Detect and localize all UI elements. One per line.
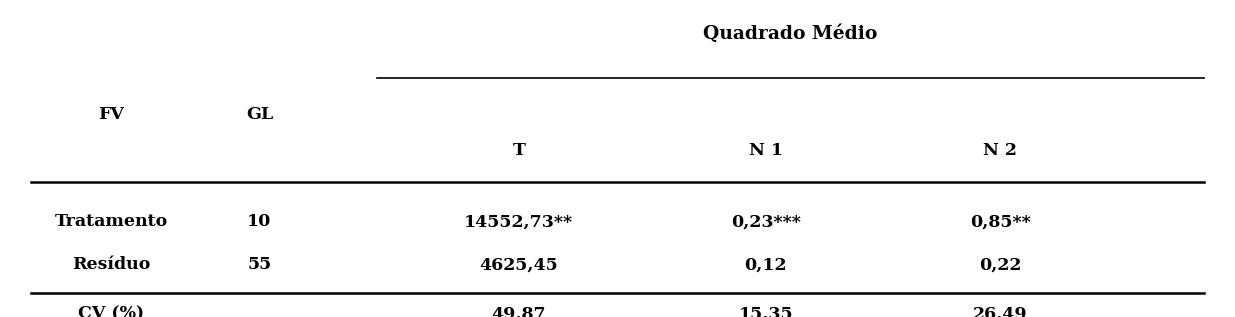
Text: Quadrado Médio: Quadrado Médio xyxy=(703,24,878,42)
Text: N 1: N 1 xyxy=(748,142,783,159)
Text: 55: 55 xyxy=(247,256,272,273)
Text: 10: 10 xyxy=(247,213,272,230)
Text: GL: GL xyxy=(246,106,273,123)
Text: 0,22: 0,22 xyxy=(979,256,1021,273)
Text: 14552,73**: 14552,73** xyxy=(464,213,573,230)
Text: 4625,45: 4625,45 xyxy=(479,256,558,273)
Text: 0,12: 0,12 xyxy=(745,256,787,273)
Text: 0,85**: 0,85** xyxy=(969,213,1031,230)
Text: FV: FV xyxy=(99,106,124,123)
Text: N 2: N 2 xyxy=(983,142,1018,159)
Text: 26,49: 26,49 xyxy=(973,305,1028,317)
Text: 0,23***: 0,23*** xyxy=(731,213,800,230)
Text: T: T xyxy=(513,142,525,159)
Text: Tratamento: Tratamento xyxy=(54,213,168,230)
Text: 15,35: 15,35 xyxy=(739,305,793,317)
Text: 49,87: 49,87 xyxy=(492,305,546,317)
Text: Resíduo: Resíduo xyxy=(72,256,151,273)
Text: CV (%): CV (%) xyxy=(78,305,144,317)
